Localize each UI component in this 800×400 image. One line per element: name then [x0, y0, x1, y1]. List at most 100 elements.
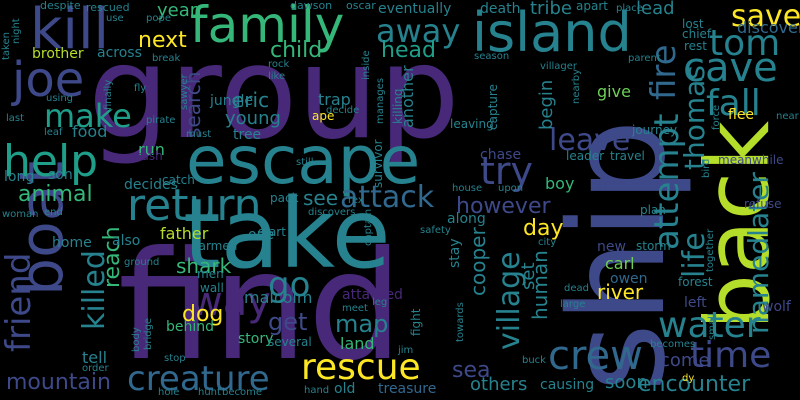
- word-attacked: attacked: [342, 287, 403, 303]
- word-survivor: survivor: [371, 139, 385, 188]
- word-decides: decides: [124, 177, 178, 193]
- word-boy: boy: [545, 174, 575, 193]
- word-several: several: [268, 335, 312, 349]
- word-towards: towards: [455, 302, 466, 342]
- word-land: land: [340, 334, 375, 353]
- word-rest: rest: [684, 39, 708, 53]
- word-creature: creature: [127, 359, 270, 399]
- word-season: season: [474, 51, 510, 62]
- word-captain: captain: [363, 208, 374, 246]
- word-tell: tell: [82, 348, 108, 367]
- word-begin: begin: [536, 79, 557, 130]
- word-chief: chief: [682, 27, 712, 41]
- word-sawyer: sawyer: [179, 74, 190, 110]
- word-fall: fall: [706, 83, 761, 124]
- word-free: free: [598, 177, 626, 193]
- word-dawson: dawson: [290, 0, 333, 12]
- word-safety: safety: [420, 225, 451, 236]
- word-tribe: tribe: [530, 0, 572, 19]
- word-map: map: [335, 310, 389, 338]
- word-dy: dy: [682, 373, 695, 384]
- word-parent: parent: [628, 53, 661, 64]
- word-decide: decide: [326, 105, 360, 116]
- word-ground: ground: [124, 257, 160, 268]
- word-take: take: [183, 178, 391, 290]
- word-pope: pope: [146, 13, 171, 24]
- word-rescue: rescue: [301, 347, 421, 388]
- word-break: break: [152, 53, 181, 64]
- word-force: force: [711, 104, 722, 130]
- word-father: father: [160, 224, 209, 243]
- word-left: left: [684, 295, 707, 311]
- word-home: home: [52, 235, 92, 251]
- word-city: city: [538, 237, 557, 248]
- word-shark: shark: [176, 254, 232, 278]
- word-old: old: [334, 381, 356, 397]
- word-dead: dead: [564, 283, 589, 294]
- word-tree: tree: [233, 127, 262, 143]
- word-stop: stop: [164, 353, 186, 364]
- word-save: save: [731, 0, 800, 34]
- word-malcolm: malcolm: [244, 288, 313, 307]
- word-lost: lost: [682, 17, 704, 31]
- word-manages: manages: [375, 77, 386, 124]
- word-along: along: [447, 211, 486, 227]
- word-fly: fly: [134, 83, 147, 94]
- word-sea: sea: [452, 358, 491, 383]
- word-oscar: oscar: [346, 0, 376, 12]
- word-jim: jim: [398, 345, 414, 356]
- word-mountain: mountain: [6, 370, 111, 395]
- word-use: use: [106, 13, 124, 24]
- word-discovers: discovers: [308, 207, 356, 218]
- word-travel: travel: [610, 149, 645, 163]
- word-others: others: [470, 374, 528, 395]
- word-leg: leg: [372, 297, 388, 308]
- word-cooper: cooper: [466, 227, 490, 296]
- word-tom: tom: [709, 23, 781, 64]
- word-meet: meet: [342, 303, 368, 314]
- word-causing: causing: [540, 377, 595, 393]
- word-finally: finally: [103, 79, 114, 110]
- word-escape: escape: [186, 122, 421, 199]
- word-return: return: [127, 180, 262, 231]
- word-body: body: [131, 327, 142, 352]
- word-wolf: wolf: [762, 299, 791, 315]
- word-go: go: [268, 265, 311, 305]
- word-like: like: [268, 71, 286, 82]
- word-hunt: hunt: [198, 387, 221, 398]
- word-despite: despite: [40, 0, 81, 12]
- word-soon: soon: [605, 372, 648, 393]
- word-water: water: [658, 305, 761, 346]
- word-using: using: [46, 93, 74, 104]
- word-woman: woman: [2, 209, 39, 220]
- word-joe: joe: [12, 52, 85, 108]
- word-day: day: [523, 216, 564, 241]
- word-leave: leave: [549, 123, 631, 158]
- word-death: death: [480, 1, 521, 17]
- word-eric: eric: [232, 88, 270, 112]
- word-upon: upon: [498, 183, 524, 194]
- word-food: food: [72, 122, 108, 141]
- word-bird: bird: [701, 158, 712, 178]
- word-set: set: [518, 262, 539, 290]
- word-bridge: bridge: [143, 317, 154, 350]
- word-night: night: [11, 18, 22, 44]
- word-forest: forest: [678, 275, 713, 289]
- word-brother: brother: [32, 46, 84, 62]
- word-rex: rex: [348, 195, 364, 206]
- word-kill: kill: [30, 0, 110, 62]
- word-see: see: [303, 186, 339, 210]
- word-large: large: [560, 299, 586, 310]
- word-treasure: treasure: [378, 381, 437, 397]
- word-trap: trap: [318, 90, 351, 109]
- word-crash: crash: [130, 149, 163, 163]
- word-son: son: [48, 167, 73, 183]
- word-hole: hole: [158, 387, 180, 398]
- word-place: place: [616, 3, 643, 14]
- word-still: still: [296, 157, 314, 168]
- word-order: order: [82, 363, 109, 374]
- word-fight: fight: [409, 308, 423, 337]
- word-pirate: pirate: [146, 115, 176, 126]
- word-one: one: [248, 227, 275, 243]
